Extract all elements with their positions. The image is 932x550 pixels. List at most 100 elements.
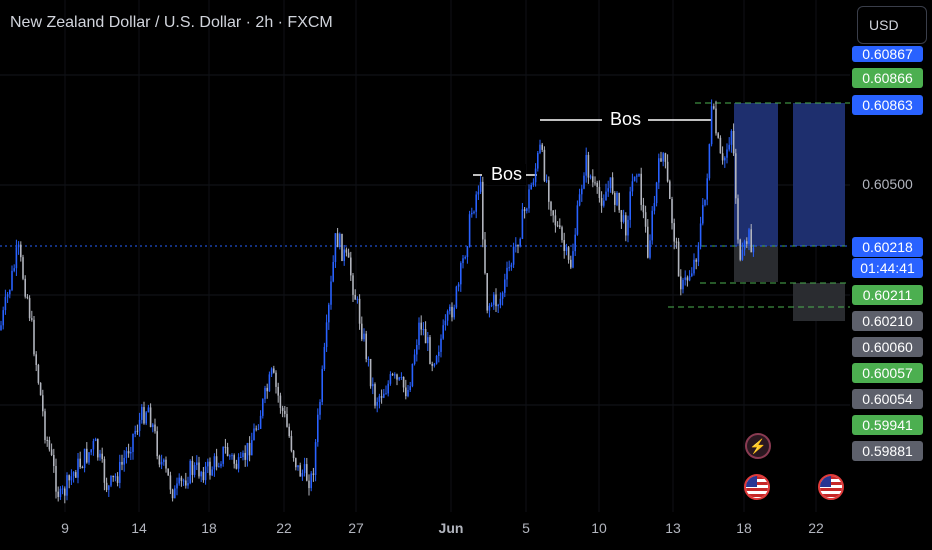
candle-body [660,158,662,162]
candle-body [15,247,18,269]
candle-body [233,455,235,464]
candle-body [644,212,647,227]
candle-body [501,292,504,299]
candle-body [145,412,147,424]
candle-body [677,241,680,277]
candle-body [526,208,528,211]
candle-body [587,154,590,178]
candle-body [347,252,350,258]
candle-body [620,210,623,222]
candle-body [702,205,704,224]
candle-body [125,451,128,458]
candle-body [598,186,601,199]
candle-body [596,182,598,187]
candle-body [330,281,332,305]
price-tag: 0.60210 [852,311,923,331]
candle-body [504,279,506,293]
candle-body [746,241,748,244]
candle-body [574,234,576,252]
candle-body [493,294,495,305]
candle-body [743,241,746,250]
candle-body [154,424,156,432]
us-flag-icon[interactable] [818,474,844,500]
price-tag: 0.60866 [852,68,923,88]
candle-body [143,407,145,424]
candle-body [246,442,249,460]
candle-body [341,233,343,261]
candle-body [321,369,323,402]
time-label: 18 [201,520,217,536]
candle-body [92,441,95,450]
candle-body [182,480,185,482]
candle-body [156,431,158,457]
candle-body [449,306,451,312]
candle-body [110,475,112,486]
chart-title: New Zealand Dollar / U.S. Dollar · 2h · … [10,14,333,31]
candle-body [726,149,728,158]
candle-body [741,249,744,260]
currency-button[interactable]: USD [857,6,927,44]
candle-body [451,306,453,318]
price-tag: 01:44:41 [852,258,923,278]
candle-body [686,277,689,281]
candle-body [262,399,264,416]
candle-body [295,458,297,468]
candle-body [391,374,394,376]
candle-body [119,461,121,483]
candle-body [497,304,499,307]
candle-body [592,176,594,183]
candle-body [130,451,132,454]
candle-body [724,157,726,161]
us-flag-icon[interactable] [744,474,770,500]
candle-body [400,376,403,378]
candle-body [169,475,172,490]
candle-body [600,198,603,206]
candle-body [510,264,513,268]
candle-body [653,203,656,211]
candle-body [482,181,484,240]
time-label: 5 [522,520,530,536]
candle-body [380,396,383,398]
flash-icon[interactable]: ⚡ [745,433,771,459]
candle-body [310,473,312,489]
candle-body [189,460,191,484]
candle-body [209,461,211,476]
candle-body [163,459,165,462]
candle-body [532,182,535,185]
candle-body [550,201,552,211]
candle-body [570,259,572,268]
candle-body [640,173,642,205]
candle-body [581,188,583,195]
candle-body [277,386,279,396]
candle-body [196,462,198,466]
candle-body [28,298,31,319]
candle-body [105,482,108,490]
candle-body [416,345,418,355]
candle-body [715,108,717,134]
candle-body [88,452,90,463]
candle-body [9,289,11,295]
time-label: 22 [276,520,292,536]
candle-body [438,351,440,356]
candle-body [669,181,671,200]
candle-body [548,180,550,202]
candle-body [317,414,319,443]
candle-body [46,440,48,442]
candle-body [737,198,739,240]
candle-body [750,229,752,253]
candle-body [534,168,537,183]
candle-body [72,472,75,477]
candle-body [363,333,365,340]
candle-body [213,456,216,470]
candle-body [543,149,546,181]
price-tag: 0.60218 [852,237,923,257]
candle-body [345,249,348,253]
candle-body [204,466,207,481]
price-tag: 0.60863 [852,95,923,115]
candle-body [198,462,200,477]
candle-body [24,278,26,297]
candle-body [242,452,244,457]
candle-body [314,442,317,475]
candle-body [561,227,563,241]
